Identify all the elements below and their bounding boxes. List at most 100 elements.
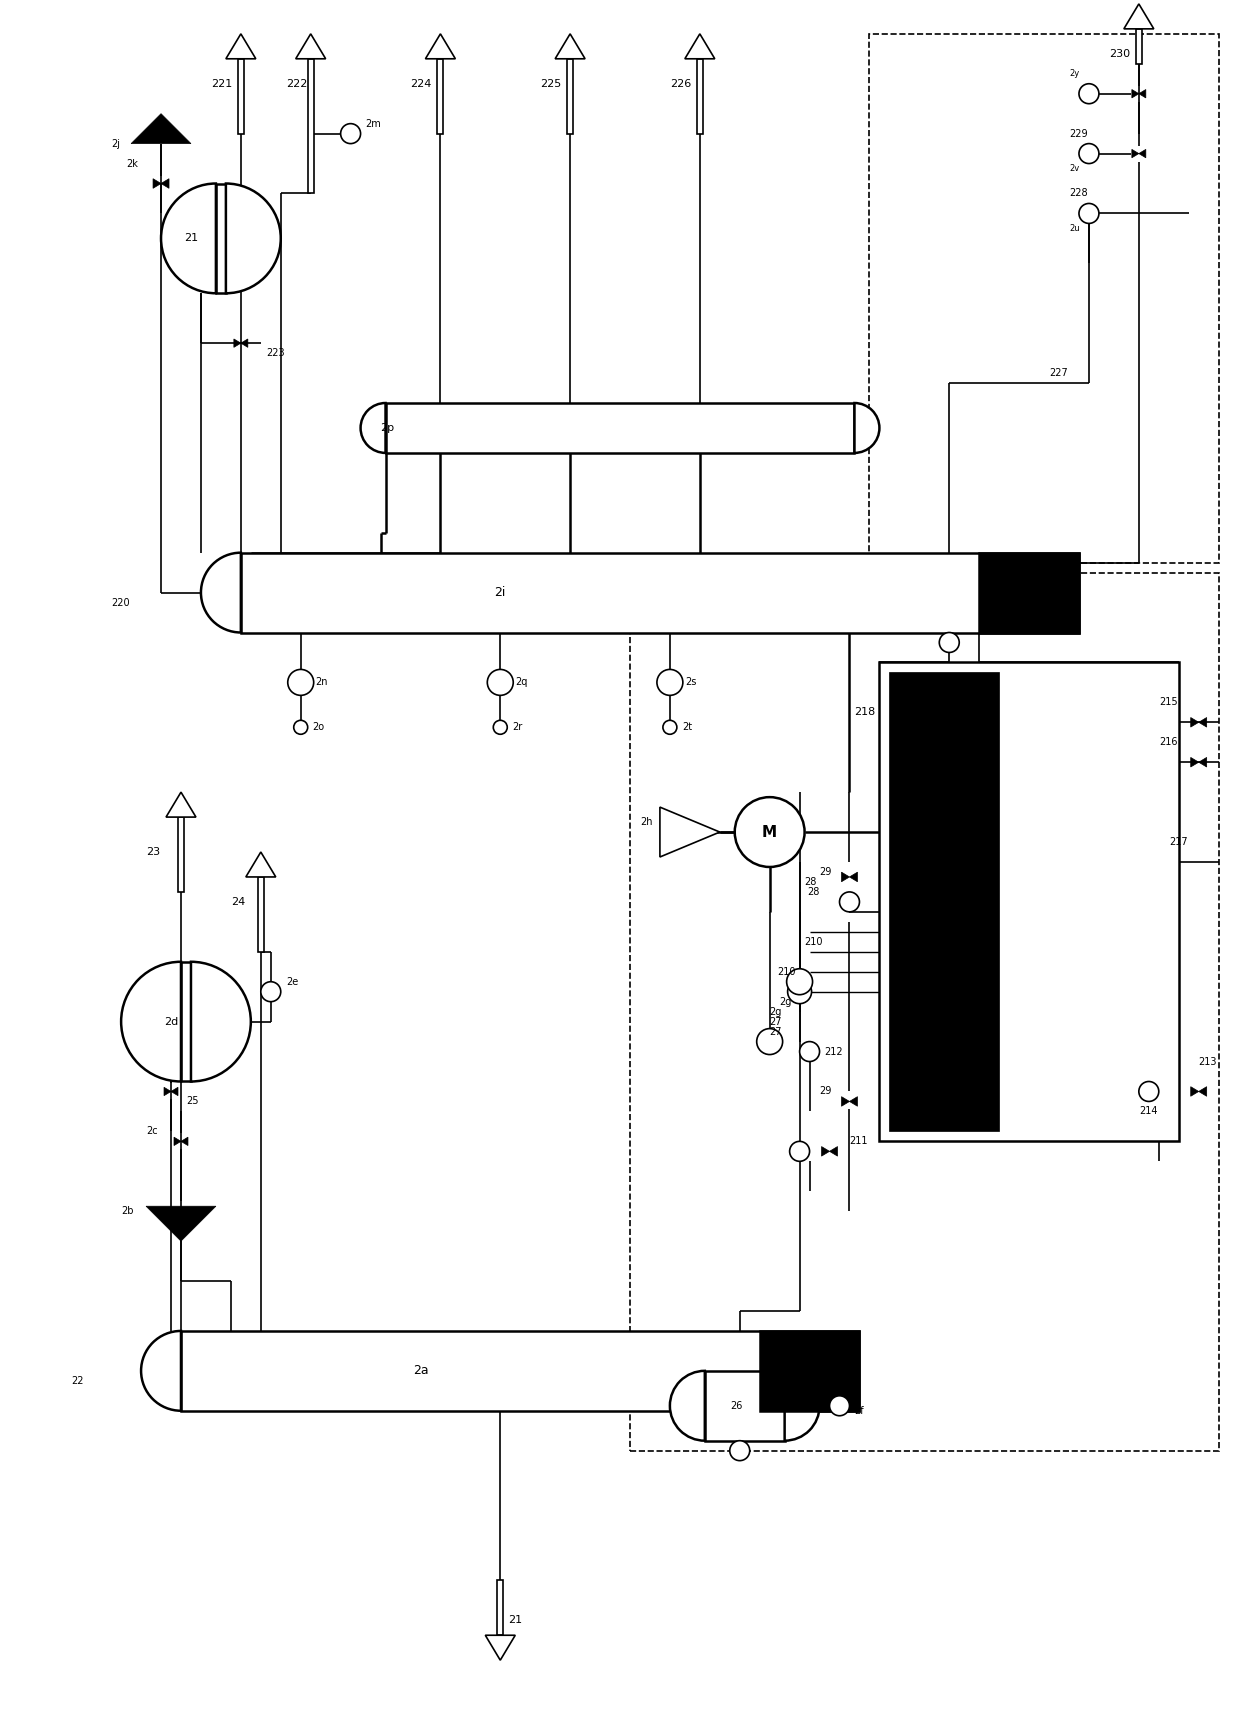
Circle shape xyxy=(657,669,683,695)
Bar xyxy=(980,553,1079,632)
Bar xyxy=(879,663,1179,1142)
Text: 29: 29 xyxy=(820,866,832,877)
Polygon shape xyxy=(1190,717,1199,728)
Polygon shape xyxy=(246,853,275,877)
Circle shape xyxy=(756,1029,782,1055)
Circle shape xyxy=(939,632,960,652)
Text: 2y: 2y xyxy=(1069,68,1079,79)
Text: 2b: 2b xyxy=(122,1207,134,1216)
Bar xyxy=(889,673,999,1132)
Polygon shape xyxy=(241,339,248,348)
Bar xyxy=(438,58,444,134)
Text: 210: 210 xyxy=(777,967,796,978)
Text: 224: 224 xyxy=(410,79,432,89)
Text: 2k: 2k xyxy=(126,159,138,168)
Wedge shape xyxy=(122,962,181,1082)
Polygon shape xyxy=(1190,757,1199,767)
Text: 2o: 2o xyxy=(312,722,325,733)
Polygon shape xyxy=(556,34,585,58)
Polygon shape xyxy=(1138,149,1146,158)
Polygon shape xyxy=(226,34,255,58)
Text: 214: 214 xyxy=(1138,1106,1157,1116)
Polygon shape xyxy=(849,1097,858,1106)
Polygon shape xyxy=(1199,757,1207,767)
Text: 2i: 2i xyxy=(495,586,506,599)
Text: 2a: 2a xyxy=(413,1364,428,1378)
Text: 2p: 2p xyxy=(381,423,394,433)
Text: 2n: 2n xyxy=(316,678,329,688)
Text: 216: 216 xyxy=(1159,738,1177,746)
Circle shape xyxy=(1138,1082,1159,1101)
Text: 2q: 2q xyxy=(516,678,527,688)
Text: 21: 21 xyxy=(508,1616,522,1625)
Circle shape xyxy=(288,669,314,695)
Bar xyxy=(258,877,264,952)
Text: 2r: 2r xyxy=(512,722,522,733)
Polygon shape xyxy=(849,871,858,882)
Text: 222: 222 xyxy=(285,79,308,89)
Circle shape xyxy=(790,1142,810,1161)
Polygon shape xyxy=(425,34,455,58)
Text: 28: 28 xyxy=(807,887,820,897)
Text: 215: 215 xyxy=(1159,697,1178,707)
Text: 227: 227 xyxy=(1049,368,1068,378)
Polygon shape xyxy=(166,793,196,817)
Text: 27: 27 xyxy=(770,1027,782,1036)
Text: 25: 25 xyxy=(186,1096,198,1106)
Circle shape xyxy=(494,721,507,734)
Bar xyxy=(497,1580,503,1635)
Text: 2s: 2s xyxy=(684,678,696,688)
Text: 2c: 2c xyxy=(146,1126,157,1137)
Polygon shape xyxy=(1132,89,1138,98)
Text: 230: 230 xyxy=(1109,50,1130,58)
Polygon shape xyxy=(842,871,849,882)
Circle shape xyxy=(294,721,308,734)
Text: 228: 228 xyxy=(1069,188,1087,199)
Bar xyxy=(216,183,226,293)
Circle shape xyxy=(839,892,859,912)
Bar xyxy=(704,1371,785,1442)
Wedge shape xyxy=(191,962,250,1082)
Wedge shape xyxy=(201,553,241,632)
Circle shape xyxy=(341,123,361,144)
Text: 2d: 2d xyxy=(164,1017,179,1027)
Bar xyxy=(869,34,1219,563)
Wedge shape xyxy=(670,1371,704,1442)
Polygon shape xyxy=(1190,1087,1199,1096)
Circle shape xyxy=(830,1395,849,1416)
Text: 26: 26 xyxy=(730,1400,742,1411)
Text: 212: 212 xyxy=(825,1046,843,1056)
Wedge shape xyxy=(854,402,879,454)
Polygon shape xyxy=(684,34,714,58)
Polygon shape xyxy=(153,178,161,188)
Polygon shape xyxy=(174,1137,181,1145)
Text: 221: 221 xyxy=(211,79,232,89)
Circle shape xyxy=(487,669,513,695)
Polygon shape xyxy=(830,1147,837,1156)
Text: 2j: 2j xyxy=(112,139,120,149)
Text: M: M xyxy=(763,825,777,839)
Circle shape xyxy=(1079,84,1099,104)
Text: 213: 213 xyxy=(1199,1056,1218,1067)
Text: 22: 22 xyxy=(71,1376,84,1385)
Bar xyxy=(179,817,184,892)
Text: 2e: 2e xyxy=(285,978,298,986)
Text: 226: 226 xyxy=(670,79,691,89)
Text: 2g: 2g xyxy=(770,1007,782,1017)
Polygon shape xyxy=(181,1137,188,1145)
Text: 229: 229 xyxy=(1069,128,1087,139)
Bar xyxy=(181,1330,859,1411)
Polygon shape xyxy=(1199,1087,1207,1096)
Bar xyxy=(567,58,573,134)
Polygon shape xyxy=(1138,89,1146,98)
Text: 2m: 2m xyxy=(366,118,382,128)
Text: 2t: 2t xyxy=(682,722,692,733)
Bar xyxy=(181,962,191,1082)
Text: 225: 225 xyxy=(541,79,562,89)
Text: 210: 210 xyxy=(805,936,823,947)
Text: 2f: 2f xyxy=(854,1406,864,1416)
Text: 219: 219 xyxy=(955,707,976,717)
Polygon shape xyxy=(146,1207,216,1241)
Polygon shape xyxy=(1123,3,1153,29)
Text: 2h: 2h xyxy=(640,817,652,827)
